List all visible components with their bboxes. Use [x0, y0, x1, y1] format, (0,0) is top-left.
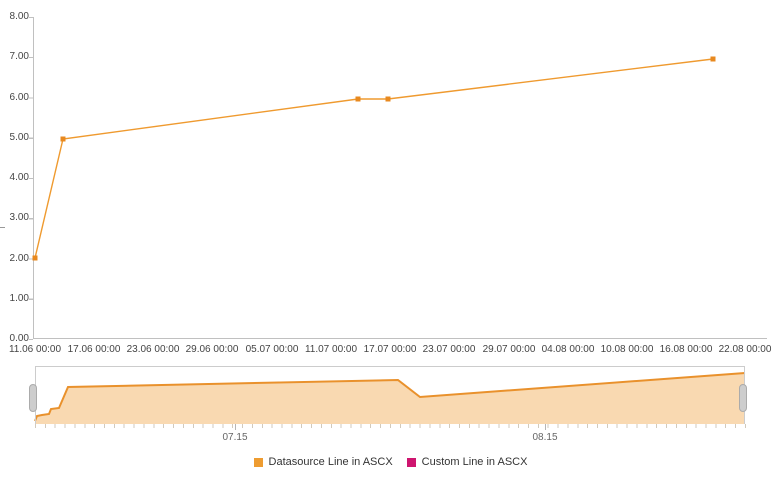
x-axis-label: 10.08 00:00: [600, 344, 654, 355]
navigator-major-tick: [545, 424, 546, 430]
navigator-track[interactable]: [35, 366, 745, 424]
series-point-marker[interactable]: [710, 56, 716, 62]
navigator-axis-label: 08.15: [532, 432, 558, 443]
y-axis-label: 7.00: [9, 51, 29, 62]
navigator-left-handle[interactable]: [29, 384, 37, 412]
legend: Datasource Line in ASCX Custom Line in A…: [0, 455, 781, 469]
x-axis-label: 05.07 00:00: [245, 344, 299, 355]
y-axis-label: 2.00: [9, 253, 29, 264]
series-point-marker[interactable]: [385, 96, 391, 102]
y-axis-title-fragment: [0, 227, 5, 228]
x-axis-label: 29.07 00:00: [482, 344, 536, 355]
legend-label: Datasource Line in ASCX: [268, 456, 393, 468]
x-axis-label: 23.06 00:00: [126, 344, 180, 355]
series-point-marker[interactable]: [60, 136, 66, 142]
x-axis-label: 17.07 00:00: [363, 344, 417, 355]
series-point-marker[interactable]: [32, 255, 38, 261]
y-axis-line: [33, 17, 34, 339]
navigator-axis-label: 07.15: [222, 432, 248, 443]
y-axis-label: 5.00: [9, 132, 29, 143]
x-axis-label: 22.08 00:00: [718, 344, 772, 355]
legend-item-custom[interactable]: Custom Line in ASCX: [406, 455, 528, 469]
x-axis-label: 23.07 00:00: [422, 344, 476, 355]
navigator-minor-ticks: [35, 424, 746, 428]
y-axis-label: 0.00: [9, 333, 29, 344]
navigator-right-handle[interactable]: [739, 384, 747, 412]
y-axis-label: 6.00: [9, 92, 29, 103]
x-axis-label: 04.08 00:00: [541, 344, 595, 355]
custom-series-swatch-icon: [406, 457, 416, 467]
legend-label: Custom Line in ASCX: [421, 456, 528, 468]
datasource-series-swatch-icon: [253, 457, 263, 467]
y-axis-label: 3.00: [9, 212, 29, 223]
x-axis-label: 16.08 00:00: [659, 344, 713, 355]
series-markers: [32, 56, 716, 261]
y-axis-label: 1.00: [9, 293, 29, 304]
navigator-area[interactable]: [35, 373, 745, 424]
x-axis-label: 17.06 00:00: [67, 344, 121, 355]
x-axis-line: [33, 338, 767, 339]
datasource-line-series: [34, 58, 714, 259]
x-axis-label: 29.06 00:00: [185, 344, 239, 355]
navigator-major-tick: [235, 424, 236, 430]
legend-item-datasource[interactable]: Datasource Line in ASCX: [253, 455, 393, 469]
x-axis-label: 11.07 00:00: [304, 344, 358, 355]
x-axis-label: 11.06 00:00: [8, 344, 62, 355]
y-axis-label: 4.00: [9, 172, 29, 183]
navigator-line: [34, 372, 746, 422]
y-axis-label: 8.00: [9, 11, 29, 22]
series-point-marker[interactable]: [355, 96, 361, 102]
y-axis-ticks: [29, 17, 33, 341]
